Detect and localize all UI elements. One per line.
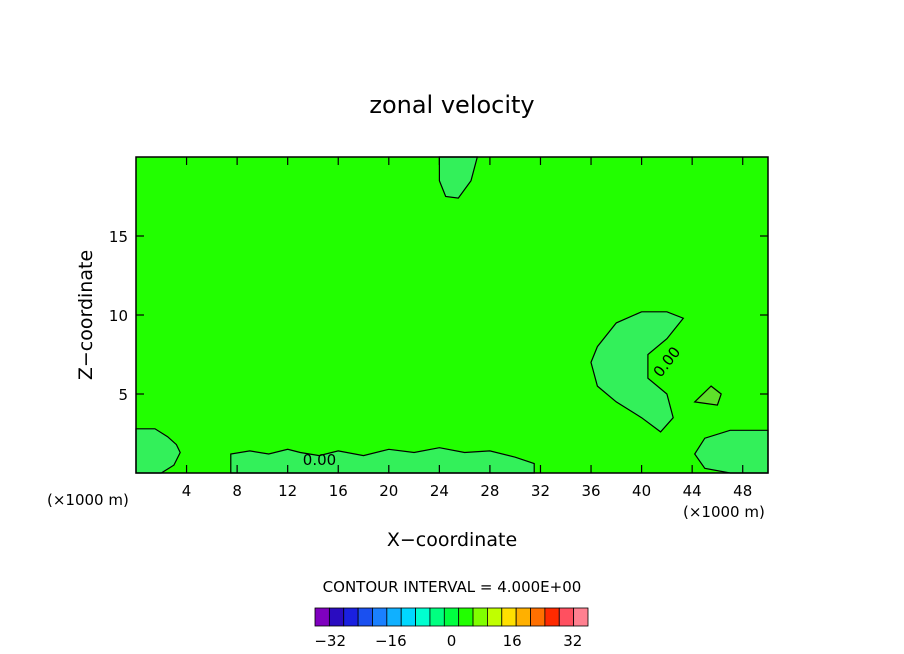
- contour-region-bottom-band: [230, 447, 535, 474]
- colorbar: [314, 607, 589, 627]
- x-tick-label: 4: [182, 482, 192, 500]
- colorbar-swatch: [343, 607, 359, 627]
- colorbar-swatch: [544, 607, 560, 627]
- colorbar-tick-label: −16: [375, 632, 407, 650]
- colorbar-swatch: [458, 607, 474, 627]
- colorbar-swatch: [429, 607, 445, 627]
- x-unit-label-left: (×1000 m): [47, 491, 129, 509]
- colorbar-swatch: [328, 607, 345, 627]
- x-tick-label: 24: [430, 482, 449, 500]
- contour-interval-text: CONTOUR INTERVAL = 4.000E+00: [323, 578, 582, 596]
- colorbar-swatch: [515, 607, 531, 627]
- x-tick-label: 40: [632, 482, 651, 500]
- colorbar-swatch: [501, 607, 517, 627]
- x-tick-labels: 4 8 12 16 20 24 28 32 36 40 44 48: [182, 482, 752, 500]
- colorbar-tick-label: −32: [314, 632, 346, 650]
- x-tick-label: 12: [278, 482, 297, 500]
- colorbar-swatch: [558, 607, 575, 627]
- colorbar-tick-label: 0: [447, 632, 457, 650]
- colorbar-tick-label: 16: [503, 632, 522, 650]
- colorbar-swatch: [487, 607, 503, 627]
- colorbar-swatch: [573, 607, 589, 627]
- colorbar-swatch: [386, 607, 402, 627]
- colorbar-tick-labels: −32 −16 0 16 32: [314, 632, 582, 650]
- contour-region-right-lobe: [590, 311, 685, 433]
- colorbar-swatch: [443, 607, 460, 627]
- plot-area: 0.00 0.00: [135, 156, 769, 474]
- x-tick-label: 20: [379, 482, 398, 500]
- contour-label: 0.00: [303, 451, 336, 469]
- contour-region-left-bottom: [135, 428, 181, 474]
- colorbar-swatch: [357, 607, 373, 627]
- colorbar-tick-label: 32: [563, 632, 582, 650]
- y-tick-label: 5: [118, 386, 128, 404]
- axis-ticks: [136, 157, 768, 473]
- colorbar-swatch: [314, 607, 330, 627]
- colorbar-swatch: [472, 607, 488, 627]
- x-axis-label: X−coordinate: [387, 529, 517, 551]
- y-tick-labels: 5 10 15: [109, 228, 128, 404]
- contour-region-right-bottom: [693, 429, 769, 474]
- x-tick-label: 16: [329, 482, 348, 500]
- colorbar-swatch: [400, 607, 416, 627]
- x-tick-label: 28: [480, 482, 499, 500]
- colorbar-swatch: [372, 607, 388, 627]
- x-tick-label: 8: [232, 482, 242, 500]
- x-tick-label: 36: [581, 482, 600, 500]
- x-tick-label: 48: [733, 482, 752, 500]
- x-unit-label-right: (×1000 m): [683, 503, 765, 521]
- x-tick-label: 44: [683, 482, 702, 500]
- chart-title: zonal velocity: [369, 91, 534, 119]
- y-axis-label: Z−coordinate: [75, 250, 97, 380]
- colorbar-swatch: [530, 607, 546, 627]
- x-tick-label: 32: [531, 482, 550, 500]
- y-tick-label: 10: [109, 307, 128, 325]
- colorbar-swatch: [415, 607, 431, 627]
- contour-regions: [135, 156, 769, 474]
- contour-region-small-spot: [693, 385, 722, 406]
- y-tick-label: 15: [109, 228, 128, 246]
